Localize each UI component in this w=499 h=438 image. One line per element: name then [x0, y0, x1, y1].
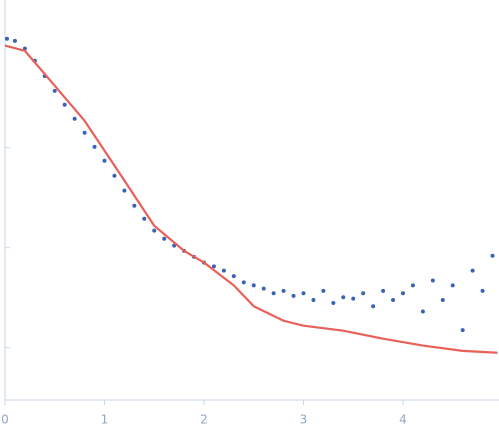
data-point: [4, 36, 9, 41]
fit-line: [4, 44, 498, 354]
data-point: [162, 236, 167, 241]
data-point: [400, 291, 405, 296]
data-point: [52, 88, 57, 93]
x-tick-label: 2: [200, 413, 208, 427]
data-point: [92, 144, 97, 149]
data-point: [341, 295, 346, 300]
data-point: [470, 268, 475, 273]
data-point: [480, 288, 485, 293]
data-point: [410, 283, 415, 288]
data-point: [221, 268, 226, 273]
data-point: [251, 283, 256, 288]
data-point: [122, 188, 127, 193]
x-tick-label: 4: [399, 413, 407, 427]
data-point: [112, 173, 117, 178]
data-point: [391, 298, 396, 302]
data-point: [490, 253, 495, 258]
data-point: [12, 38, 17, 43]
data-point: [152, 228, 157, 233]
data-point: [142, 216, 147, 221]
data-point: [261, 286, 266, 291]
data-point: [460, 328, 465, 333]
data-point: [132, 203, 137, 208]
data-point: [450, 283, 455, 288]
data-point: [62, 102, 67, 107]
data-point: [231, 274, 236, 279]
data-point: [271, 291, 276, 296]
data-point: [331, 300, 336, 305]
data-point: [440, 298, 445, 302]
data-point: [311, 298, 316, 302]
data-point: [291, 293, 296, 298]
data-point: [371, 304, 376, 309]
data-point: [102, 158, 107, 163]
data-point: [211, 264, 216, 269]
data-point: [361, 291, 366, 296]
data-point: [430, 278, 435, 283]
data-point: [301, 291, 306, 296]
data-point: [281, 288, 286, 293]
data-point: [420, 309, 425, 314]
data-point: [381, 288, 386, 293]
data-point: [241, 280, 246, 285]
x-tick-label: 3: [300, 413, 308, 427]
x-tick-label: 1: [101, 413, 109, 427]
data-point: [82, 130, 87, 135]
data-point: [351, 296, 356, 301]
data-point: [321, 288, 326, 293]
x-tick-label: 0: [1, 413, 9, 427]
data-point: [72, 116, 77, 121]
